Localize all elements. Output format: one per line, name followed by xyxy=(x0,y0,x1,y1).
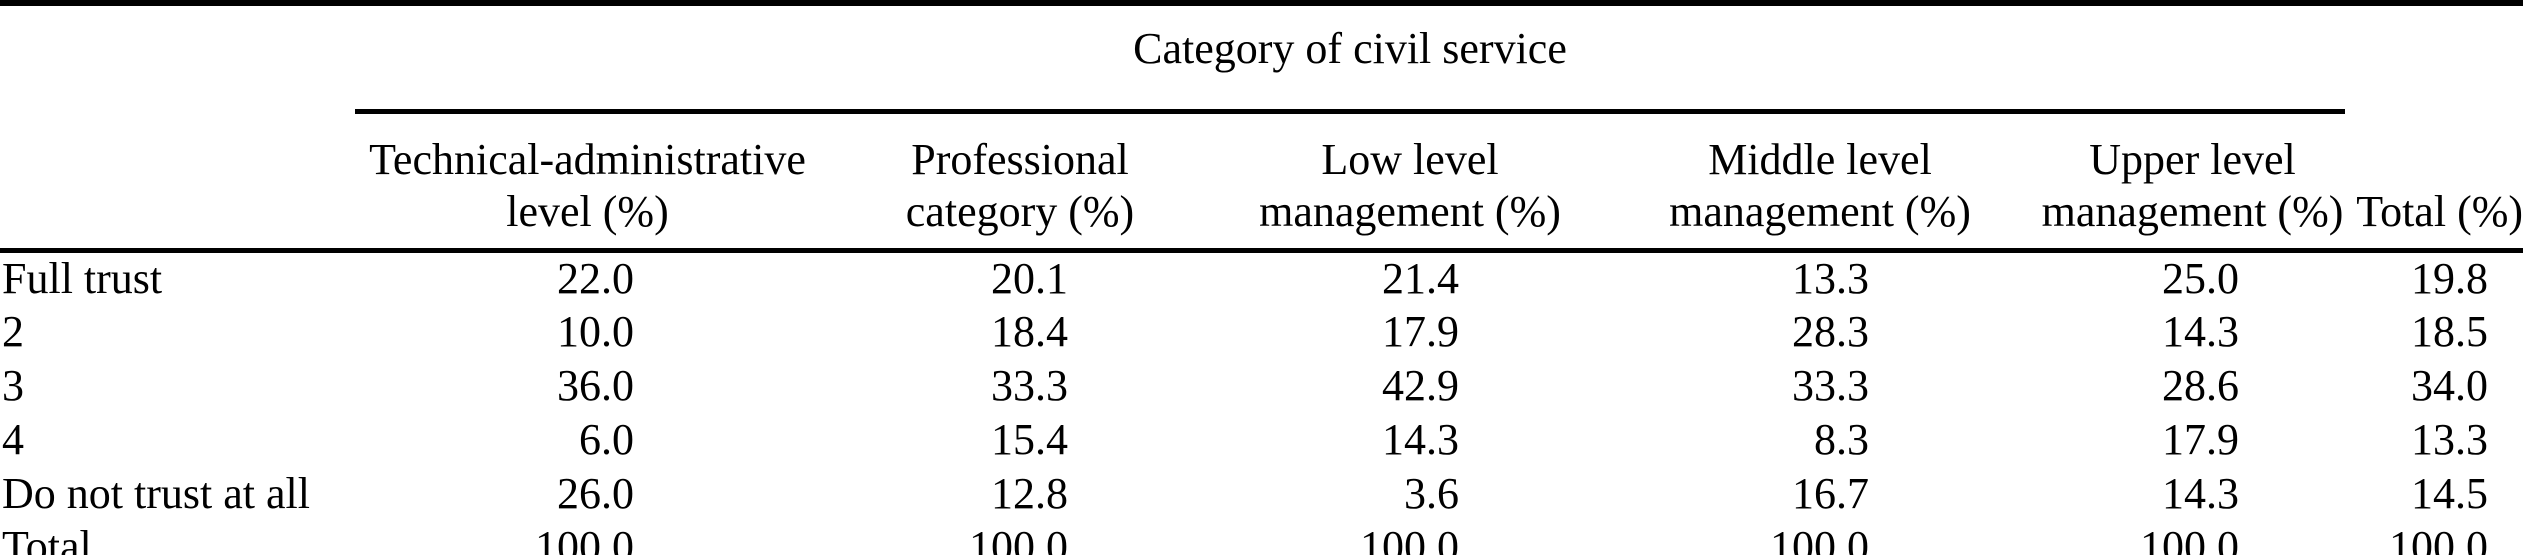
value-cell: 100.0 xyxy=(535,521,634,555)
column-header-line: Total (%) xyxy=(2356,187,2523,237)
column-header-row: Technical-administrative level (%) Profe… xyxy=(0,111,2523,253)
row-label: 2 xyxy=(2,306,24,356)
table-row: 4 6.0 15.4 14.3 8.3 17.9 13.3 xyxy=(0,413,2523,467)
value-cell: 13.3 xyxy=(1792,254,1869,303)
value-cell: 100.0 xyxy=(969,521,1068,555)
column-header-professional: Professional category (%) xyxy=(820,111,1220,253)
value-cell: 17.9 xyxy=(1382,306,1459,356)
column-header-low-level-management: Low level management (%) xyxy=(1220,111,1600,253)
value-cell: 16.7 xyxy=(1792,468,1869,518)
spanner-title: Category of civil service xyxy=(355,3,2346,114)
row-label: Do not trust at all xyxy=(2,468,310,518)
table-row-total: Total 100.0 100.0 100.0 100.0 100.0 100.… xyxy=(0,521,2523,555)
value-cell: 17.9 xyxy=(2162,414,2240,464)
value-cell: 14.3 xyxy=(2162,468,2240,518)
column-header-technical-administrative: Technical-administrative level (%) xyxy=(355,111,820,253)
column-header-line: Professional xyxy=(911,135,1129,185)
column-header-middle-level-management: Middle level management (%) xyxy=(1600,111,2040,253)
value-cell: 28.6 xyxy=(2162,360,2240,410)
table-row: 3 36.0 33.3 42.9 33.3 28.6 34.0 xyxy=(0,359,2523,413)
value-cell: 14.5 xyxy=(2411,468,2489,518)
table-row: 2 10.0 18.4 17.9 28.3 14.3 18.5 xyxy=(0,305,2523,359)
table-row: Full trust 22.0 20.1 21.4 13.3 25.0 19.8 xyxy=(0,251,2523,305)
column-header-line: category (%) xyxy=(905,187,1135,237)
value-cell: 21.4 xyxy=(1382,254,1459,303)
column-header-line: Technical-administrative xyxy=(369,135,806,185)
value-cell: 14.3 xyxy=(2162,306,2240,356)
column-header-line: Upper level xyxy=(2089,135,2296,185)
value-cell: 14.3 xyxy=(1382,414,1459,464)
spanner-row: Category of civil service xyxy=(0,3,2523,114)
table-header: Category of civil service Technical-admi… xyxy=(0,3,2523,253)
value-cell: 33.3 xyxy=(1792,360,1869,410)
value-cell: 10.0 xyxy=(557,306,634,356)
value-cell: 18.4 xyxy=(991,306,1068,356)
row-label: 3 xyxy=(2,360,24,410)
row-label: Total xyxy=(2,521,92,555)
table-body: Full trust 22.0 20.1 21.4 13.3 25.0 19.8… xyxy=(0,251,2523,555)
value-cell: 42.9 xyxy=(1382,360,1459,410)
value-cell: 28.3 xyxy=(1792,306,1869,356)
value-cell: 6.0 xyxy=(579,414,634,464)
spanner-left-stub xyxy=(0,3,355,112)
column-header-line: management (%) xyxy=(2041,187,2344,237)
value-cell: 19.8 xyxy=(2411,254,2489,303)
value-cell: 33.3 xyxy=(991,360,1068,410)
value-cell: 20.1 xyxy=(991,254,1068,303)
value-cell: 3.6 xyxy=(1404,468,1459,518)
table-row: Do not trust at all 26.0 12.8 3.6 16.7 1… xyxy=(0,467,2523,521)
value-cell: 25.0 xyxy=(2162,254,2240,303)
row-label-header xyxy=(0,111,355,253)
row-label: 4 xyxy=(2,414,24,464)
column-header-line: level (%) xyxy=(506,187,669,237)
spanner-right-stub xyxy=(2345,3,2523,112)
column-header-total: Total (%) xyxy=(2345,111,2523,253)
column-header-line: management (%) xyxy=(1669,187,1971,237)
column-header-line: Low level xyxy=(1321,135,1499,185)
value-cell: 36.0 xyxy=(557,360,634,410)
row-label: Full trust xyxy=(2,254,163,303)
column-header-upper-level-management: Upper level management (%) xyxy=(2040,111,2346,253)
value-cell: 13.3 xyxy=(2411,414,2489,464)
value-cell: 34.0 xyxy=(2411,360,2489,410)
column-header-line: Middle level xyxy=(1708,135,1932,185)
value-cell: 12.8 xyxy=(991,468,1068,518)
value-cell: 8.3 xyxy=(1814,414,1869,464)
value-cell: 22.0 xyxy=(557,254,634,303)
value-cell: 26.0 xyxy=(557,468,634,518)
value-cell: 100.0 xyxy=(2389,521,2489,555)
value-cell: 100.0 xyxy=(2140,521,2240,555)
column-header-line: management (%) xyxy=(1259,187,1561,237)
value-cell: 100.0 xyxy=(1770,521,1869,555)
value-cell: 18.5 xyxy=(2411,306,2489,356)
value-cell: 100.0 xyxy=(1360,521,1459,555)
value-cell: 15.4 xyxy=(991,414,1068,464)
